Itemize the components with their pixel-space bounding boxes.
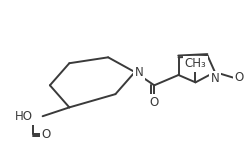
Text: N: N: [210, 72, 219, 85]
Text: O: O: [42, 128, 51, 141]
Text: O: O: [150, 96, 159, 109]
Text: HO: HO: [15, 110, 33, 123]
Text: N: N: [135, 66, 144, 79]
Text: O: O: [234, 71, 244, 84]
Text: CH₃: CH₃: [185, 57, 206, 70]
